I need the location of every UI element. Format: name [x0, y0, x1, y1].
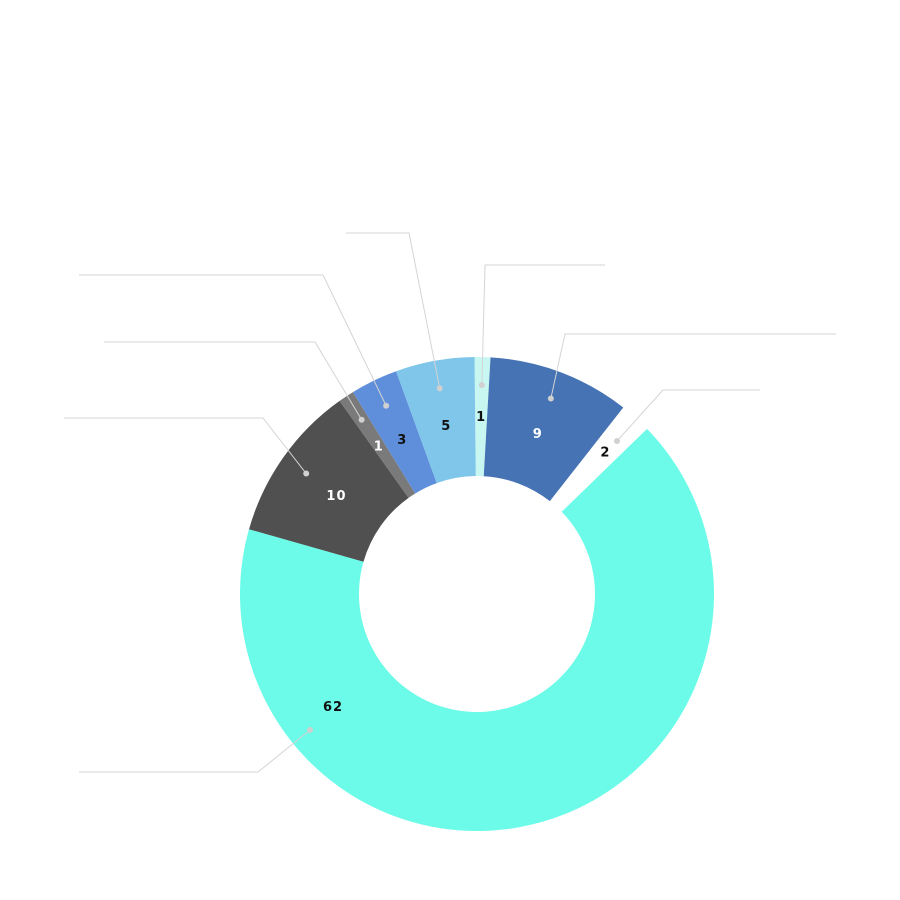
leader-dot-4: [303, 470, 310, 477]
slice-1: [483, 357, 624, 502]
leader-line-1: [550, 333, 836, 399]
leader-line-5: [104, 341, 363, 420]
chart-leader-lines: [64, 232, 836, 773]
slice-label-5: 1: [374, 440, 384, 455]
leader-line-3: [79, 729, 311, 773]
chart-slices: [240, 357, 714, 831]
slice-label-0: 1: [476, 410, 486, 425]
slice-6: [352, 371, 437, 494]
slice-0: [474, 357, 491, 477]
slice-label-3: 62: [323, 700, 343, 715]
slice-7: [396, 357, 476, 484]
leader-dot-2: [614, 438, 620, 444]
leader-line-2: [616, 389, 760, 442]
leader-line-0: [481, 264, 605, 386]
slice-2: [559, 397, 657, 502]
slice-label-7: 5: [441, 419, 451, 434]
slice-label-4: 10: [326, 489, 346, 504]
leader-dot-3: [307, 727, 313, 733]
leader-dot-6: [383, 402, 390, 409]
leader-line-4: [64, 417, 307, 474]
leader-line-7: [346, 232, 441, 389]
leader-line-6: [79, 274, 387, 406]
slice-4: [249, 400, 409, 562]
slice-5: [339, 392, 416, 498]
slice-label-1: 9: [533, 427, 543, 442]
leader-dot-1: [547, 395, 554, 402]
slice-label-2: 2: [600, 445, 610, 460]
leader-dot-7: [436, 385, 443, 392]
leader-dot-5: [358, 416, 365, 423]
slice-3: [240, 428, 714, 831]
leader-dot-0: [478, 382, 485, 389]
slice-label-6: 3: [397, 433, 407, 448]
